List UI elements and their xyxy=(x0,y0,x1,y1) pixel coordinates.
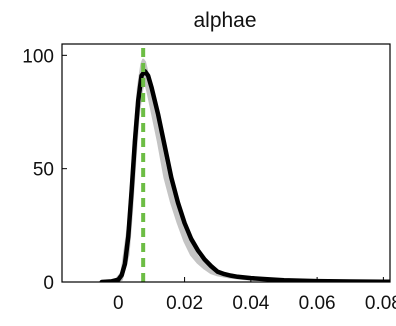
x-tick-label: 0.02 xyxy=(166,293,203,314)
axes: 0 0.02 0.04 0.06 0.08 0 50 100 xyxy=(22,46,396,314)
y-tick-label: 100 xyxy=(22,46,54,67)
x-tick-label: 0 xyxy=(113,293,124,314)
y-tick-label: 50 xyxy=(33,160,54,181)
density-curve xyxy=(99,68,390,282)
y-tick-label: 0 xyxy=(43,273,54,294)
plot-frame xyxy=(61,43,391,283)
chart-title: alphae xyxy=(193,9,256,32)
x-tick-label: 0.06 xyxy=(299,293,336,314)
x-tick-label: 0.04 xyxy=(232,293,269,314)
plot-area xyxy=(99,44,390,282)
x-tick-label: 0.08 xyxy=(365,293,396,314)
